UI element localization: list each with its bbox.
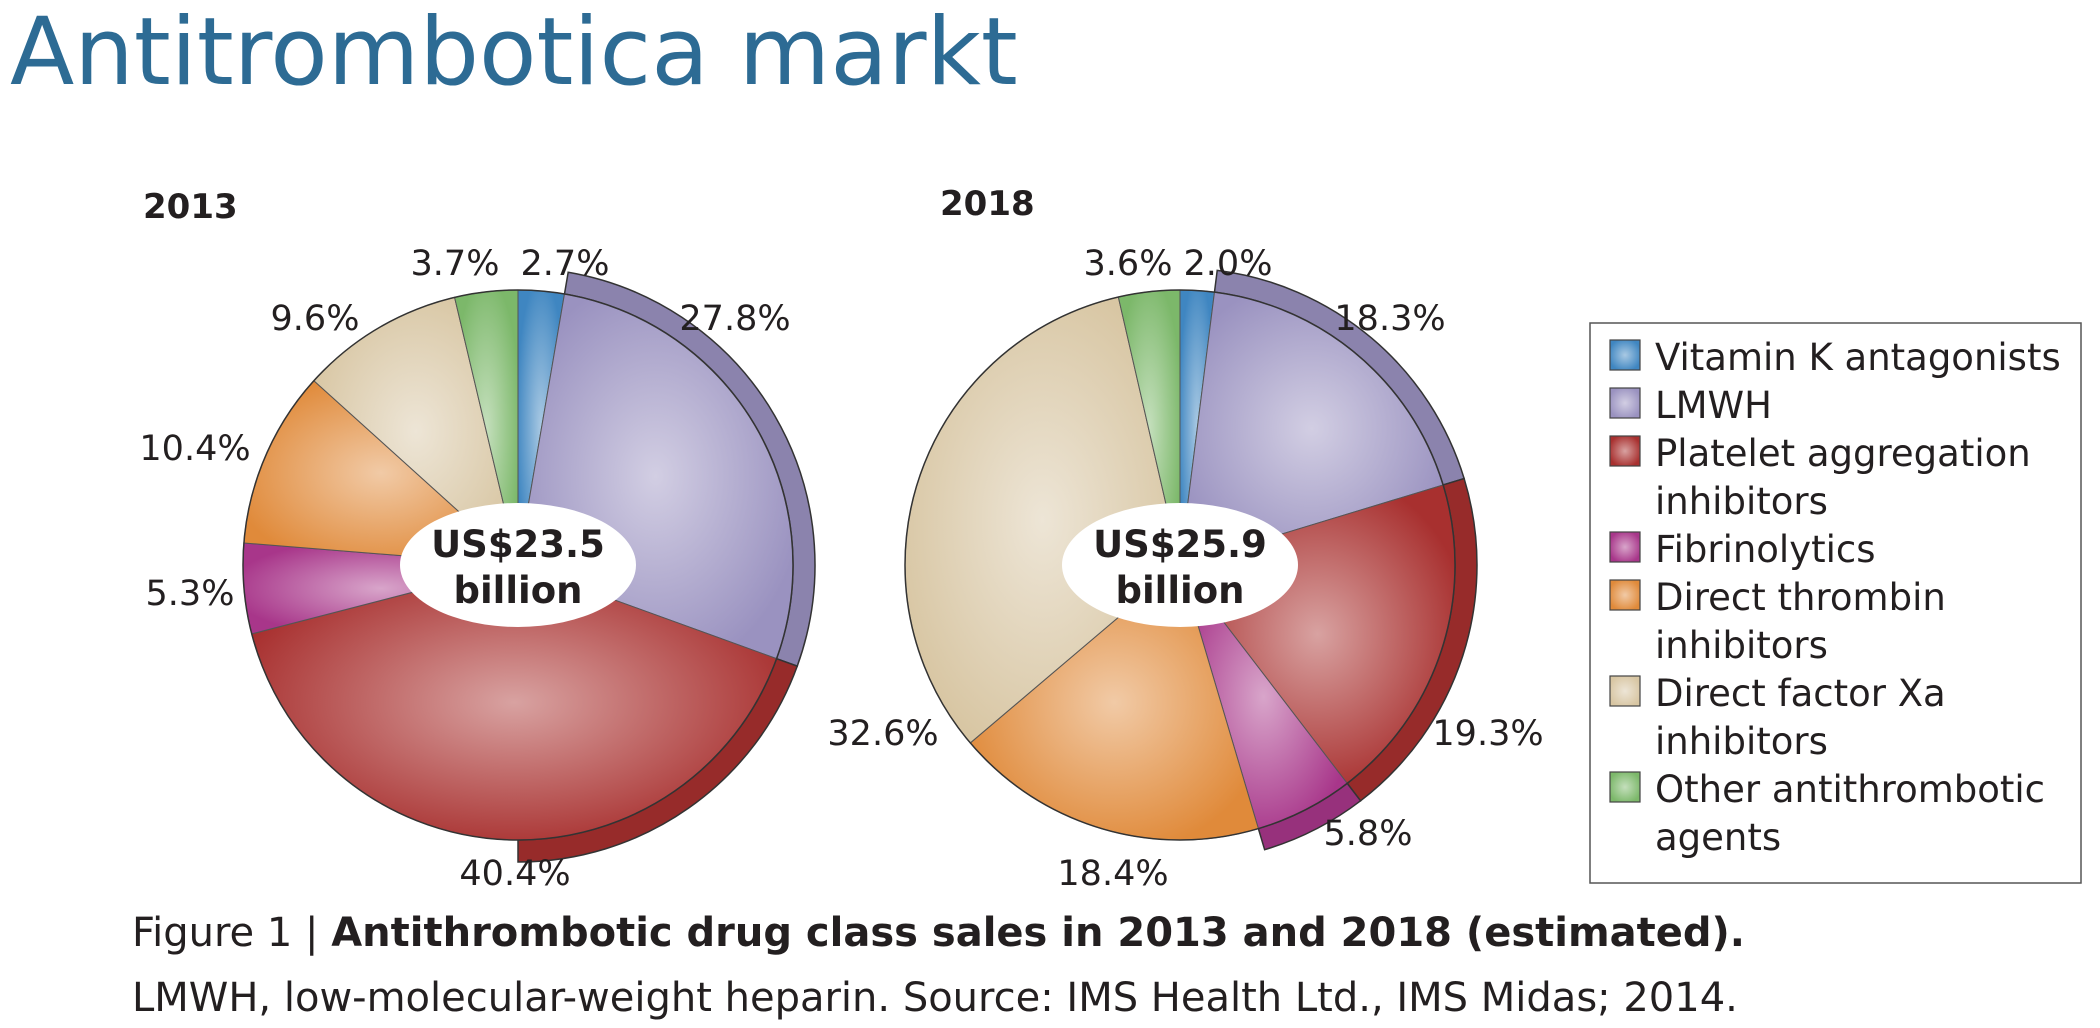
legend-swatch-platelet-aggregation-inhibitors xyxy=(1609,435,1641,467)
pie-outline xyxy=(904,289,1456,841)
legend-label: Other antithrombotic xyxy=(1655,768,2045,811)
legend-swatch-other-antithrombotic-agents xyxy=(1609,771,1641,803)
caption-prefix: Figure 1 | xyxy=(132,910,332,956)
pie-title: 2018 xyxy=(940,184,1035,224)
legend-label: Direct factor Xa xyxy=(1655,672,1946,715)
pie-total-unit: billion xyxy=(454,569,583,612)
figure-caption-source: LMWH, low-molecular-weight heparin. Sour… xyxy=(132,975,1738,1021)
pie-value-label: 2.7% xyxy=(521,244,610,284)
legend-swatch-fibrinolytics xyxy=(1609,531,1641,563)
pie-value-label: 19.3% xyxy=(1432,714,1543,754)
legend-swatch-direct-thrombin-inhibitors xyxy=(1609,579,1641,611)
legend-label: LMWH xyxy=(1655,384,1772,427)
chart-figure: 2013US$23.5billion2.7%27.8%40.4%5.3%10.4… xyxy=(139,184,2082,894)
legend-box xyxy=(1589,322,2082,884)
legend-label: Vitamin K antagonists xyxy=(1655,336,2061,379)
pie-value-label: 32.6% xyxy=(827,714,938,754)
legend-swatch-lmwh xyxy=(1609,387,1641,419)
pie-total-value: US$23.5 xyxy=(431,523,605,566)
pie-value-label: 5.3% xyxy=(146,574,235,614)
legend-swatch-direct-factor-xa-inhibitors xyxy=(1609,675,1641,707)
pie-value-label: 27.8% xyxy=(679,299,790,339)
legend-label: Direct thrombin xyxy=(1655,576,1946,619)
legend-label: inhibitors xyxy=(1655,720,1828,763)
page-title: Antitrombotica markt xyxy=(10,0,1018,107)
pie-title: 2013 xyxy=(143,187,238,227)
pie-value-label: 3.6% xyxy=(1084,244,1173,284)
legend-label: inhibitors xyxy=(1655,624,1828,667)
caption-bold-title: Antithrombotic drug class sales in 2013 … xyxy=(331,910,1745,956)
pie-value-label: 18.3% xyxy=(1334,299,1445,339)
pie-value-label: 5.8% xyxy=(1324,814,1413,854)
pie-total-unit: billion xyxy=(1116,569,1245,612)
pie-outline xyxy=(242,289,794,841)
legend: Vitamin K antagonists LMWH Platelet aggreg… xyxy=(1589,322,2082,884)
pie-total-value: US$25.9 xyxy=(1093,523,1267,566)
legend-label: Fibrinolytics xyxy=(1655,528,1876,571)
pie-center-ellipse xyxy=(400,503,636,627)
figure-caption: Figure 1 | Antithrombotic drug class sal… xyxy=(132,910,1745,956)
pie-value-label: 40.4% xyxy=(459,854,570,894)
legend-swatch-vitamin-k-antagonists xyxy=(1609,339,1641,371)
pie-value-label: 9.6% xyxy=(271,299,360,339)
pie-center-ellipse xyxy=(1062,503,1298,627)
pie-value-label: 3.7% xyxy=(411,244,500,284)
legend-label: inhibitors xyxy=(1655,480,1828,523)
pie-value-label: 10.4% xyxy=(139,429,250,469)
pie-value-label: 18.4% xyxy=(1057,854,1168,894)
legend-label: agents xyxy=(1655,816,1781,859)
pie-value-label: 2.0% xyxy=(1184,244,1273,284)
legend-label: Platelet aggregation xyxy=(1655,432,2031,475)
